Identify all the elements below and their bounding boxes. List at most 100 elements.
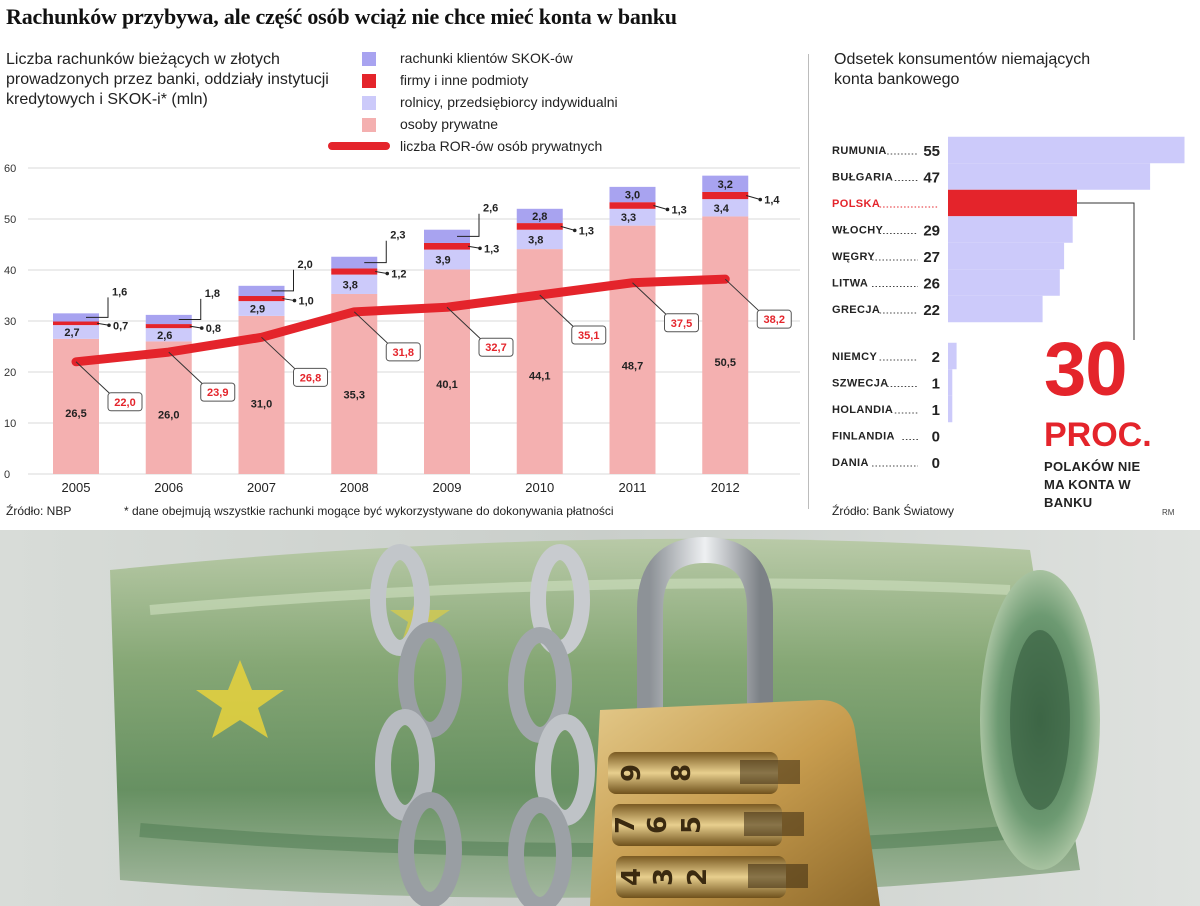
country-label: FINLANDIA: [832, 431, 895, 443]
lock-digit: 9: [617, 764, 647, 782]
country-value: 0: [932, 455, 940, 472]
leader-dot: [199, 326, 204, 330]
legend-label-ror: liczba ROR-ów osób prywatnych: [400, 138, 603, 154]
lock-digit: 5: [677, 816, 707, 834]
bar-value-label: 1,4: [764, 195, 780, 207]
headline: Rachunków przybywa, ale część osób wciąż…: [6, 4, 677, 29]
ror-value-label: 37,5: [671, 318, 692, 330]
x-tick-label: 2011: [619, 480, 647, 495]
footnote: * dane obejmują wszystkie rachunki mogąc…: [124, 504, 614, 518]
legend-label-rolnicy: rolnicy, przedsiębiorcy indywidualni: [400, 94, 618, 110]
country-value: 2: [932, 349, 940, 366]
bar-segment-0: [702, 216, 749, 474]
country-value: 55: [923, 143, 940, 160]
country-bar: [948, 369, 953, 396]
country-label: HOLANDIA: [832, 404, 893, 416]
y-tick-label: 40: [4, 265, 16, 277]
legend-swatch-skok: [362, 52, 376, 66]
bar-value-label: 3,8: [528, 234, 543, 246]
leader-line: [446, 306, 482, 340]
right-source: Źródło: Bank Światowy: [832, 504, 955, 518]
country-bar: [948, 295, 1043, 323]
country-value: 22: [923, 302, 940, 319]
bar-segment-3: [702, 175, 749, 192]
country-bar: [948, 269, 1060, 296]
country-label: GRECJA: [832, 304, 880, 316]
ror-value-label: 22,0: [114, 397, 135, 409]
chain-icon: [370, 544, 595, 906]
leader-dot: [107, 323, 111, 328]
country-value: 47: [923, 170, 940, 187]
country-bar: [948, 342, 957, 370]
y-tick-label: 20: [4, 367, 16, 379]
country-label: NIEMCY: [832, 351, 877, 363]
x-tick-label: 2008: [340, 480, 369, 495]
leader-line: [261, 336, 296, 370]
y-tick-label: 0: [4, 469, 10, 481]
bar-segment-3: [145, 314, 192, 325]
photo-illustration: 9 8 7 6 5 4 3 2: [0, 530, 1200, 906]
legend-label-firmy: firmy i inne podmioty: [400, 72, 529, 88]
ror-label-box: [664, 313, 699, 333]
country-bar: [948, 189, 1077, 217]
chart-subtitle: Liczba rachunków bieżących w złotych pro…: [6, 51, 329, 108]
y-tick-label: 60: [4, 163, 16, 175]
country-value: 29: [923, 223, 940, 240]
accounts-stacked-bar-chart: 0 10 20 30 40 50 60 2005 26,5 2,7 0,7 1,6 2006 26,0 2,…: [4, 163, 800, 495]
bar-segment-3: [516, 208, 563, 224]
country-label: WŁOCHY: [832, 225, 884, 237]
x-tick-label: 2007: [247, 480, 276, 495]
bar-segment-1: [424, 249, 470, 270]
country-label: RUMUNIA: [832, 145, 887, 157]
ror-label-box: [107, 392, 143, 412]
bar-value-label: 3,3: [621, 212, 636, 224]
bar-segment-3: [53, 313, 99, 322]
ror-line: [71, 274, 730, 367]
author-mark: RM: [1162, 508, 1175, 517]
leader-dot: [572, 228, 577, 233]
bar-value-label: 1,3: [484, 243, 499, 255]
bar-value-label: 2,7: [64, 327, 79, 339]
leader-line: [746, 195, 761, 201]
bar-segment-1: [609, 208, 656, 226]
ror-value-label: 32,7: [485, 342, 506, 354]
x-tick-label: 2006: [154, 480, 183, 495]
country-bar: [948, 216, 1073, 243]
ror-label-box: [200, 382, 236, 402]
lock-digit: 7: [611, 816, 641, 834]
bar-value-label: 2,3: [390, 230, 405, 242]
leader-dot: [758, 197, 763, 202]
ror-label-box: [571, 325, 607, 345]
leader-line: [375, 271, 388, 275]
bar-segment-3: [609, 186, 656, 203]
leader-dot: [385, 271, 390, 276]
bar-value-label: 3,4: [714, 203, 730, 215]
leader-line: [653, 205, 668, 210]
country-label: BUŁGARIA: [832, 172, 893, 184]
ror-label-box: [478, 337, 514, 357]
panel-divider: [808, 54, 809, 509]
lock-digit: 6: [643, 816, 673, 834]
country-label: DANIA: [832, 457, 869, 469]
bar-segment-2: [702, 191, 749, 200]
x-tick-label: 2010: [525, 480, 554, 495]
leader-line: [86, 297, 109, 318]
bar-value-label: 40,1: [436, 379, 457, 391]
bar-segment-1: [145, 328, 192, 342]
bar-value-label: 1,8: [205, 288, 220, 300]
bar-segment-0: [145, 341, 192, 474]
bar-segment-2: [238, 296, 285, 302]
bar-segment-0: [331, 293, 378, 474]
leader-line: [539, 294, 575, 328]
country-value: 1: [932, 376, 940, 393]
unbanked-panel: Odsetek konsumentów niemających konta ba…: [830, 50, 1200, 530]
leader-dot: [292, 298, 297, 303]
country-bar: [948, 242, 1065, 270]
ror-label-box: [756, 309, 792, 329]
ror-value-label: 31,8: [393, 347, 414, 359]
leader-line: [457, 213, 480, 237]
country-value: 0: [932, 429, 940, 446]
leader-dot: [665, 207, 670, 212]
ror-label-box: [293, 367, 328, 387]
ror-value-label: 38,2: [764, 314, 785, 326]
